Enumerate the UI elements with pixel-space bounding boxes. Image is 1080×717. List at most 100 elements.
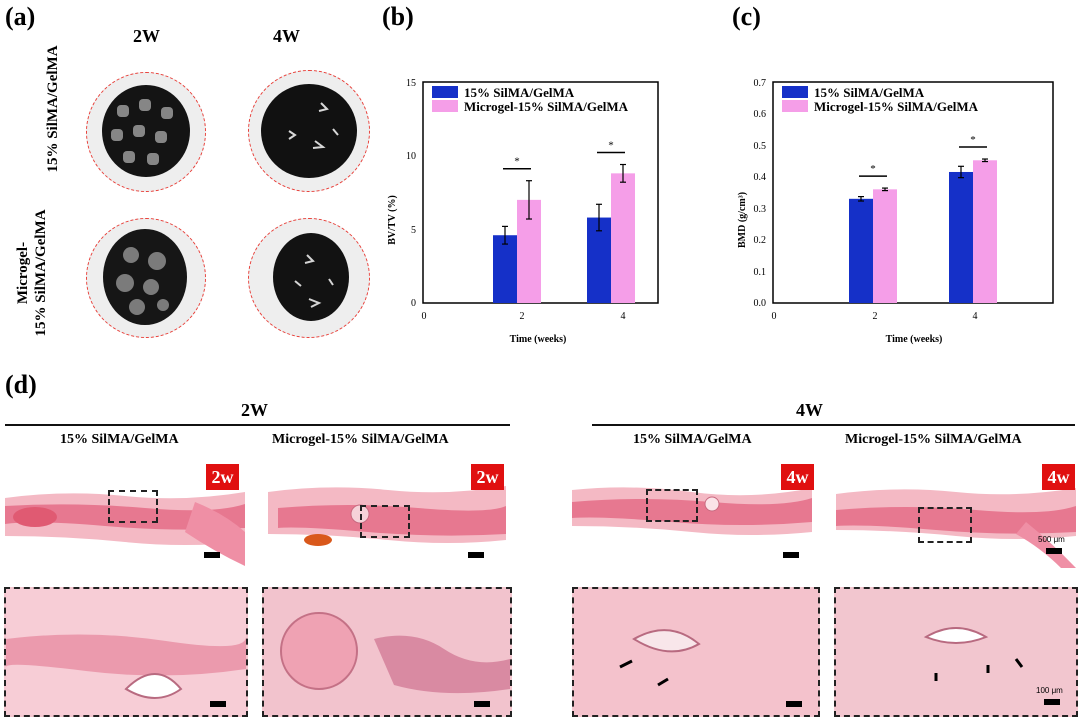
x-tick-2: 2 xyxy=(520,311,525,322)
roi-box-3 xyxy=(646,489,698,522)
y-axis-ticks: 0 5 10 15 xyxy=(406,78,416,309)
x-axis-ticks: 0 2 4 xyxy=(772,311,978,322)
scaffold-image-2 xyxy=(261,84,357,178)
legend-label-1: 15% SilMA/GelMA xyxy=(464,85,575,100)
scale-label-500: 500 μm xyxy=(1038,535,1065,544)
legend-swatch-1 xyxy=(432,86,458,98)
y-tick-5: 0.5 xyxy=(754,141,767,152)
subtitle-4: Microgel-15% SilMA/GelMA xyxy=(845,432,1022,447)
bar-15-silma-gelma-4 xyxy=(949,171,973,303)
panel-a-row1-line1: 15% SilMA/GelMA xyxy=(45,45,61,173)
tissue-zoom-image-4 xyxy=(836,589,1076,715)
tag-2: 2w xyxy=(471,464,504,490)
panel-c-label: (c) xyxy=(732,2,761,31)
y-tick-0: 0.0 xyxy=(754,298,767,309)
plot-frame xyxy=(772,81,1054,304)
y-axis-label: BV/TV (%) xyxy=(387,195,398,245)
he-overview-1 xyxy=(5,462,245,568)
tag-4: 4w xyxy=(1042,464,1075,490)
tissue-image-3 xyxy=(572,487,812,535)
he-zoom-1 xyxy=(4,587,248,717)
x-tick-0: 0 xyxy=(772,311,777,322)
panel-a-col-4w: 4W xyxy=(273,26,300,46)
x-tick-4: 4 xyxy=(973,311,978,322)
he-overview-4 xyxy=(836,462,1076,570)
legend-label-1: 15% SilMA/GelMA xyxy=(814,85,925,100)
roi-box-4 xyxy=(918,507,972,543)
bar-15-silma-gelma-2 xyxy=(849,198,873,303)
panel-a-row2-label: Microgel- 15% SilMA/GelMA xyxy=(14,193,54,353)
subtitle-2: Microgel-15% SilMA/GelMA xyxy=(272,432,449,447)
panel-d-group-4w: 4W xyxy=(796,400,823,420)
he-zoom-3 xyxy=(572,587,820,717)
tissue-zoom-image-3 xyxy=(574,589,818,715)
panel-a-row2-line1: Microgel- xyxy=(15,241,31,305)
legend-label-2: Microgel-15% SilMA/GelMA xyxy=(464,99,629,114)
tag-1: 2w xyxy=(206,464,239,490)
roi-box-1 xyxy=(108,490,158,523)
y-tick-4: 0.4 xyxy=(754,172,767,183)
bar-15-silma-gelma-4 xyxy=(587,217,611,303)
microct-15silma-4w xyxy=(248,70,370,192)
tissue-zoom-image-1 xyxy=(6,589,246,715)
scale-bar-2 xyxy=(468,552,484,558)
legend-swatch-2 xyxy=(782,100,808,112)
x-tick-2: 2 xyxy=(873,311,878,322)
x-axis-label: Time (weeks) xyxy=(886,334,943,345)
he-zoom-4: 100 μm xyxy=(834,587,1078,717)
y-tick-6: 0.6 xyxy=(754,109,767,120)
panel-d-group-2w: 2W xyxy=(241,400,268,420)
panel-a-label: (a) xyxy=(5,2,36,31)
panel-a-col-2w: 2W xyxy=(133,26,160,46)
significance-star-0: * xyxy=(870,163,876,175)
bar-15-silma-gelma-2 xyxy=(493,235,517,303)
bar-microgel-15-silma-gelma-4 xyxy=(973,160,997,303)
zoom-scale-bar-4 xyxy=(1044,699,1060,705)
panel-a-row1-label: 15% SilMA/GelMA xyxy=(44,34,62,184)
y-tick-0: 0 xyxy=(411,298,416,309)
x-axis-label: Time (weeks) xyxy=(510,334,567,345)
y-tick-2: 0.2 xyxy=(754,235,767,246)
y-tick-15: 15 xyxy=(406,78,416,89)
scale-bar-4 xyxy=(1046,548,1062,554)
roi-box-2 xyxy=(360,505,410,538)
scale-bar-1 xyxy=(204,552,220,558)
significance-star-1: * xyxy=(608,140,614,152)
legend-label-2: Microgel-15% SilMA/GelMA xyxy=(814,99,979,114)
subtitle-1: 15% SilMA/GelMA xyxy=(60,432,179,447)
he-zoom-2 xyxy=(262,587,512,717)
group-2w-divider xyxy=(5,424,510,426)
subtitle-3: 15% SilMA/GelMA xyxy=(633,432,752,447)
y-tick-3: 0.3 xyxy=(754,204,767,215)
significance-star-0: * xyxy=(514,156,520,168)
group-4w-divider xyxy=(592,424,1075,426)
y-axis-ticks: 0.0 0.1 0.2 0.3 0.4 0.5 0.6 0.7 xyxy=(754,78,767,309)
tag-3: 4w xyxy=(781,464,814,490)
microct-microgel-2w xyxy=(86,218,206,338)
scaffold-image-1 xyxy=(102,85,190,177)
bar-microgel-15-silma-gelma-2 xyxy=(873,189,897,303)
chart-bvtv: 0 5 10 15 0 2 4 Time (weeks) BV/TV (%) *… xyxy=(387,78,659,345)
y-axis-label: BMD (g/cm³) xyxy=(737,192,748,248)
significance-star-1: * xyxy=(970,134,976,146)
legend: 15% SilMA/GelMA Microgel-15% SilMA/GelMA xyxy=(432,85,629,114)
x-tick-4: 4 xyxy=(621,311,626,322)
scale-bar-3 xyxy=(783,552,799,558)
y-tick-5: 5 xyxy=(411,225,416,236)
y-tick-1: 0.1 xyxy=(754,267,767,278)
scaffold-image-4 xyxy=(273,233,349,321)
microct-15silma-2w xyxy=(86,72,206,192)
chart-bmd: 0.0 0.1 0.2 0.3 0.4 0.5 0.6 0.7 0 2 4 Ti… xyxy=(737,78,1054,345)
zoom-scale-label-100: 100 μm xyxy=(1036,686,1063,695)
zoom-scale-bar-2 xyxy=(474,701,490,707)
tissue-image-1 xyxy=(5,492,245,566)
x-tick-0: 0 xyxy=(422,311,427,322)
zoom-scale-bar-1 xyxy=(210,701,226,707)
he-overview-2 xyxy=(268,462,506,568)
tissue-image-4 xyxy=(836,488,1076,568)
scaffold-image-3 xyxy=(103,229,187,325)
x-axis-ticks: 0 2 4 xyxy=(422,311,626,322)
legend-swatch-2 xyxy=(432,100,458,112)
bar-microgel-15-silma-gelma-4 xyxy=(611,173,635,303)
panel-a-row2-line2: 15% SilMA/GelMA xyxy=(33,209,49,337)
